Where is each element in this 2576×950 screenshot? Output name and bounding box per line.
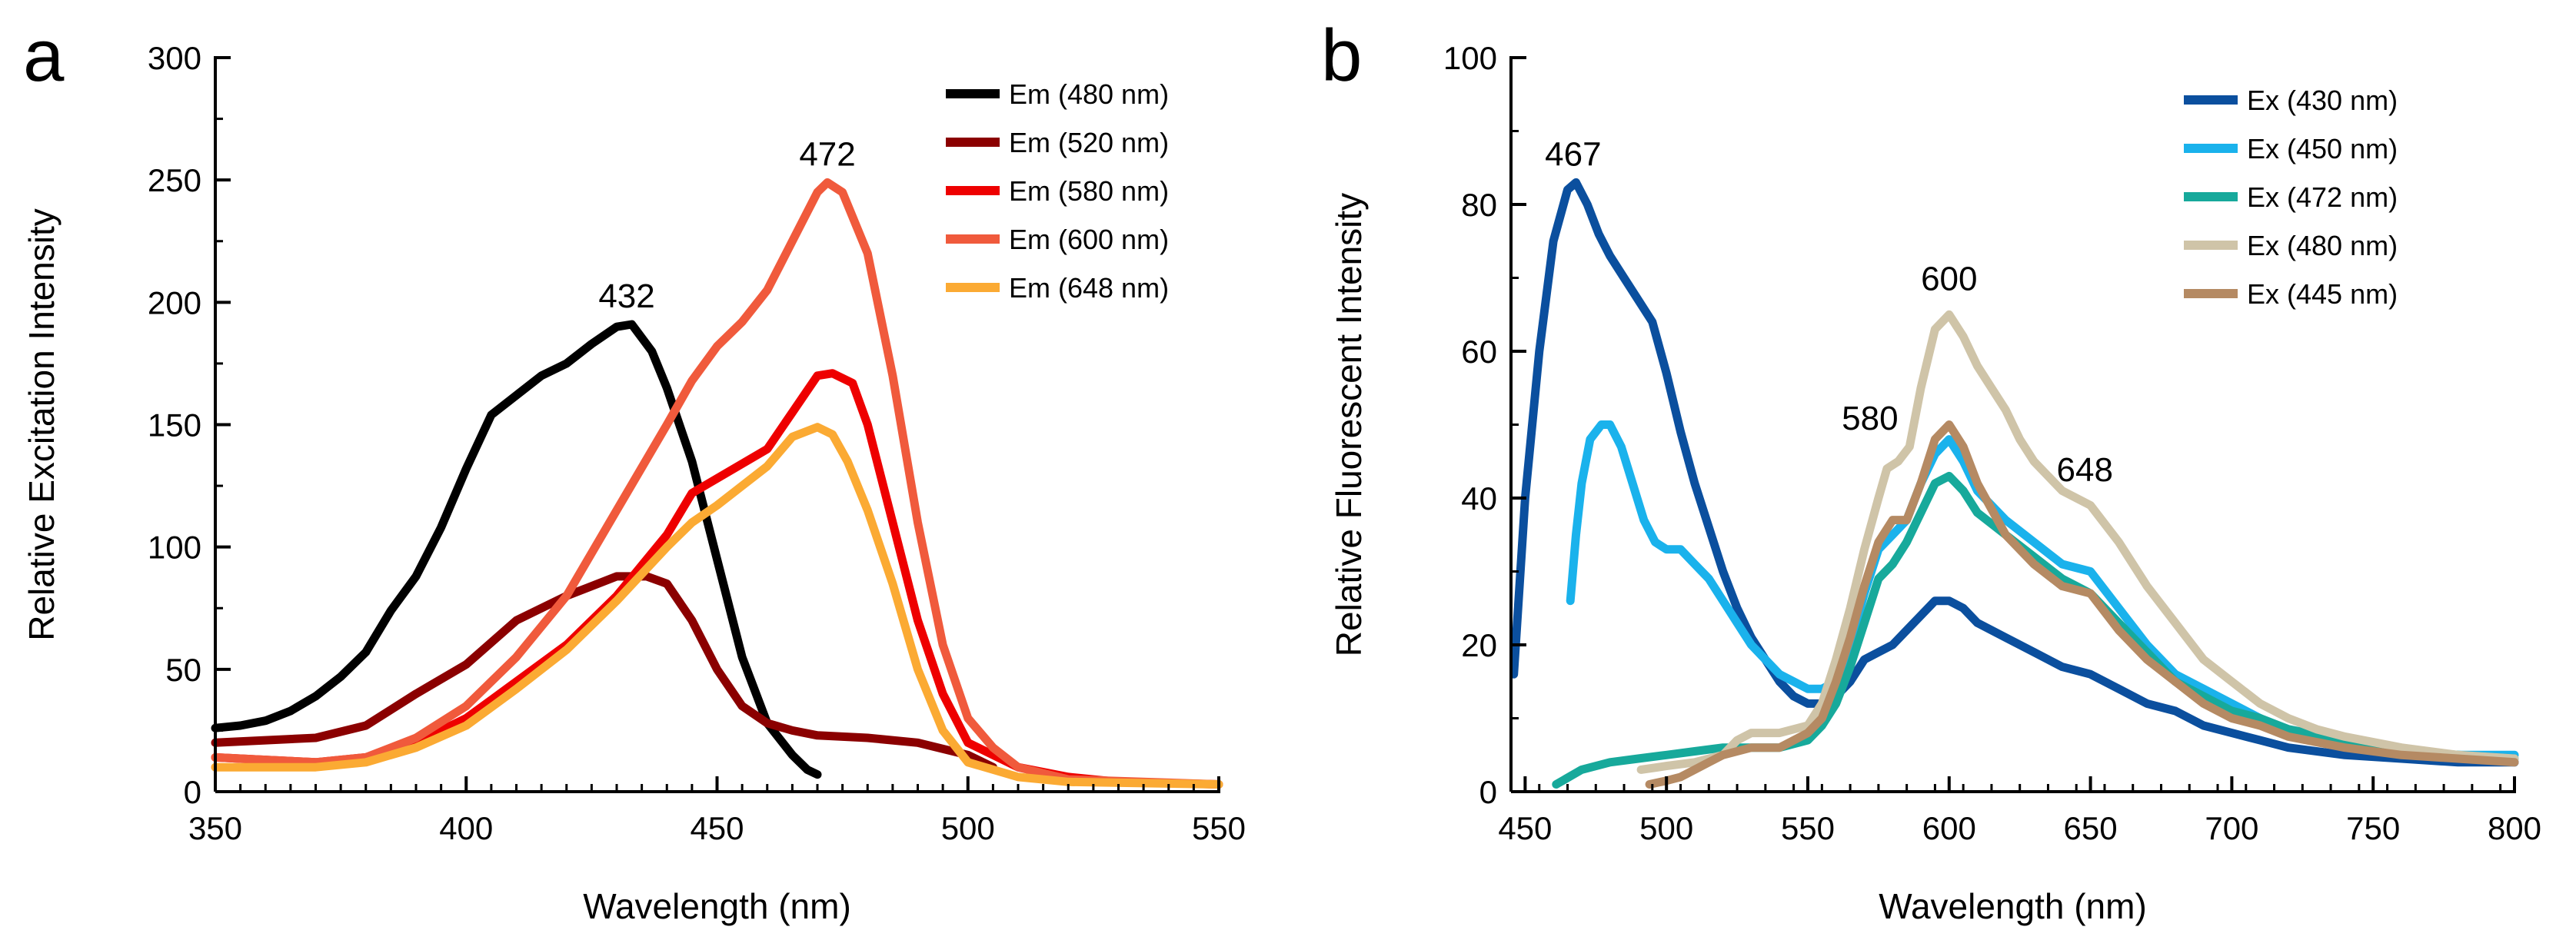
legend-entry: Em (480 nm) — [1009, 78, 1169, 110]
legend-entry: Em (580 nm) — [1009, 175, 1169, 207]
series-line — [211, 572, 997, 772]
y-tick-label: 40 — [1461, 480, 1497, 517]
series-line — [1509, 178, 2519, 767]
legend-entry: Em (520 nm) — [1009, 127, 1169, 158]
x-axis-title: Wavelength (nm) — [583, 886, 851, 926]
y-tick-label: 0 — [184, 774, 201, 810]
panel-b: b 450 500 550 600 650 700 750 800 0 20 40 60 80 100 Wa… — [1321, 15, 2541, 926]
peak-annotation: 432 — [598, 277, 654, 315]
x-tick-label: 600 — [1922, 810, 1976, 846]
y-tick-label: 0 — [1479, 774, 1497, 810]
series-line — [211, 423, 1223, 789]
y-tick-label: 150 — [148, 407, 201, 443]
x-tick-label: 400 — [439, 810, 493, 846]
x-tick-label: 450 — [1498, 810, 1552, 846]
panel-letter: a — [23, 15, 65, 97]
x-tick-label: 350 — [188, 810, 242, 846]
series-line — [1645, 420, 2519, 789]
y-tick-label: 200 — [148, 284, 201, 321]
panel-letter: b — [1321, 15, 1362, 97]
series-line — [1636, 310, 2519, 774]
series-line — [211, 320, 822, 779]
x-tick-label: 550 — [1781, 810, 1835, 846]
x-tick-label: 450 — [690, 810, 744, 846]
y-tick-label: 100 — [1443, 40, 1497, 76]
legend-entry: Ex (472 nm) — [2247, 181, 2398, 213]
y-axis-title: Relative Fluorescent Intensity — [1329, 193, 1369, 656]
x-tick-label: 650 — [2064, 810, 2118, 846]
y-axis-title: Relative Excitation Intensity — [22, 208, 62, 641]
y-tick-label: 50 — [165, 652, 201, 688]
y-tick-label: 300 — [148, 40, 201, 76]
x-tick-label: 750 — [2346, 810, 2400, 846]
panel-a: a 350 400 450 500 550 0 50 100 150 200 250 300 Wavel… — [22, 15, 1246, 926]
peak-annotation: 648 — [2057, 451, 2113, 489]
x-tick-label: 800 — [2488, 810, 2541, 846]
y-tick-label: 100 — [148, 530, 201, 566]
series-line — [1552, 471, 2519, 789]
x-axis-title: Wavelength (nm) — [1879, 886, 2147, 926]
series-line — [211, 178, 1223, 789]
y-tick-label: 20 — [1461, 627, 1497, 663]
y-tick-label: 250 — [148, 162, 201, 198]
legend-entry: Ex (450 nm) — [2247, 133, 2398, 164]
peak-annotation: 467 — [1545, 135, 1601, 173]
legend-entry: Ex (430 nm) — [2247, 85, 2398, 116]
series-line — [211, 369, 1223, 789]
y-tick-label: 60 — [1461, 334, 1497, 370]
peak-annotation: 580 — [1842, 400, 1898, 437]
x-tick-label: 700 — [2205, 810, 2258, 846]
x-tick-label: 500 — [1639, 810, 1693, 846]
peak-annotation: 472 — [799, 135, 855, 173]
legend-entry: Em (600 nm) — [1009, 224, 1169, 255]
legend-entry: Em (648 nm) — [1009, 272, 1169, 304]
legend-entry: Ex (480 nm) — [2247, 230, 2398, 261]
x-tick-label: 500 — [941, 810, 995, 846]
x-tick-label: 550 — [1192, 810, 1246, 846]
legend-entry: Ex (445 nm) — [2247, 278, 2398, 310]
y-tick-label: 80 — [1461, 187, 1497, 223]
peak-annotation: 600 — [1921, 261, 1977, 298]
